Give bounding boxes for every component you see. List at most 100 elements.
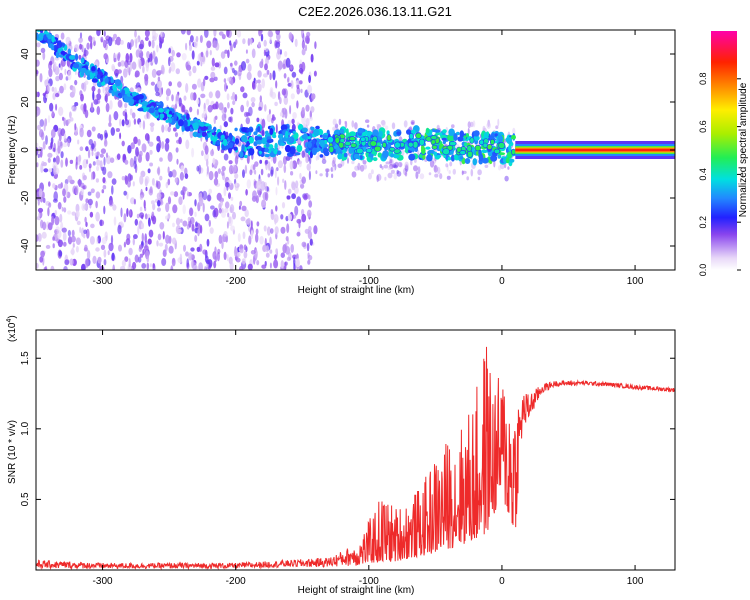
noise-blob	[90, 188, 95, 194]
noise-blob	[477, 176, 481, 181]
noise-blob	[296, 231, 301, 237]
noise-blob	[226, 93, 230, 101]
noise-blob	[214, 115, 218, 121]
noise-blob	[96, 165, 100, 172]
noise-blob	[36, 234, 39, 242]
noise-blob	[182, 204, 186, 215]
noise-blob	[142, 65, 145, 74]
noise-blob	[71, 104, 74, 111]
noise-blob	[317, 152, 320, 160]
noise-blob	[310, 53, 314, 63]
noise-blob	[273, 214, 279, 224]
noise-blob	[55, 226, 60, 232]
noise-blob	[117, 61, 122, 67]
noise-blob	[70, 235, 76, 243]
noise-blob	[142, 120, 146, 130]
noise-blob	[78, 178, 81, 187]
noise-blob	[100, 244, 106, 250]
noise-blob	[157, 70, 163, 75]
noise-blob	[127, 42, 131, 50]
noise-blob	[251, 101, 255, 108]
noise-blob	[103, 30, 106, 37]
noise-blob	[39, 256, 44, 263]
noise-blob	[167, 166, 170, 174]
signal-blob	[422, 153, 426, 160]
noise-blob	[123, 68, 128, 78]
noise-blob	[132, 237, 135, 246]
signal-blob	[158, 108, 165, 113]
signal-peak	[328, 145, 335, 153]
noise-blob	[417, 149, 420, 155]
signal-blob	[457, 136, 464, 142]
noise-blob	[280, 260, 284, 269]
noise-blob	[238, 205, 241, 210]
noise-blob	[83, 204, 89, 210]
noise-blob	[288, 32, 293, 40]
noise-blob	[149, 122, 155, 127]
signal-blob	[253, 131, 258, 136]
noise-blob	[129, 52, 133, 63]
signal-peak	[389, 146, 396, 152]
noise-blob	[178, 136, 182, 145]
signal-blob	[248, 136, 254, 144]
noise-blob	[86, 129, 92, 138]
noise-blob	[50, 141, 53, 149]
noise-blob	[47, 157, 51, 163]
noise-blob	[451, 124, 455, 129]
noise-blob	[507, 166, 510, 170]
noise-blob	[269, 262, 272, 269]
noise-blob	[292, 112, 297, 119]
noise-blob	[185, 251, 189, 257]
noise-blob	[204, 145, 209, 155]
noise-blob	[42, 51, 46, 61]
noise-blob	[113, 216, 117, 226]
noise-blob	[397, 161, 403, 168]
signal-blob	[321, 134, 328, 139]
noise-blob	[250, 220, 253, 230]
signal-blob	[80, 58, 85, 64]
signal-blob	[246, 128, 253, 132]
noise-blob	[241, 205, 247, 212]
noise-blob	[86, 250, 91, 260]
signal-blob	[472, 158, 478, 166]
noise-blob	[124, 111, 128, 122]
noise-blob	[47, 152, 53, 158]
noise-blob	[230, 78, 234, 86]
noise-blob	[236, 30, 242, 38]
noise-blob	[290, 171, 294, 176]
noise-blob	[61, 206, 64, 212]
noise-blob	[63, 196, 67, 203]
noise-blob	[403, 120, 408, 128]
spectrogram-y-label: Frequency (Hz)	[7, 116, 18, 185]
noise-blob	[137, 226, 140, 235]
noise-blob	[134, 30, 137, 38]
noise-blob	[148, 217, 151, 227]
noise-blob	[85, 221, 88, 227]
signal-blob	[159, 113, 165, 119]
noise-blob	[171, 257, 176, 267]
noise-blob	[218, 234, 223, 244]
noise-blob	[74, 123, 77, 131]
noise-blob	[263, 49, 266, 57]
noise-blob	[437, 166, 441, 175]
signal-blob	[167, 116, 173, 124]
noise-blob	[144, 73, 149, 82]
noise-blob	[291, 181, 296, 191]
signal-blob	[137, 94, 144, 100]
signal-blob	[386, 130, 390, 136]
noise-blob	[154, 33, 159, 38]
noise-blob	[287, 78, 290, 83]
noise-blob	[47, 207, 50, 217]
noise-blob	[227, 77, 232, 82]
noise-blob	[404, 171, 408, 177]
signal-blob	[372, 129, 379, 138]
signal-peak	[415, 132, 422, 139]
signal-blob	[192, 122, 199, 131]
noise-blob	[83, 103, 87, 112]
noise-blob	[306, 37, 310, 45]
noise-blob	[133, 136, 138, 145]
noise-blob	[201, 150, 204, 157]
noise-blob	[249, 169, 253, 176]
noise-blob	[120, 266, 126, 270]
noise-blob	[194, 235, 198, 242]
